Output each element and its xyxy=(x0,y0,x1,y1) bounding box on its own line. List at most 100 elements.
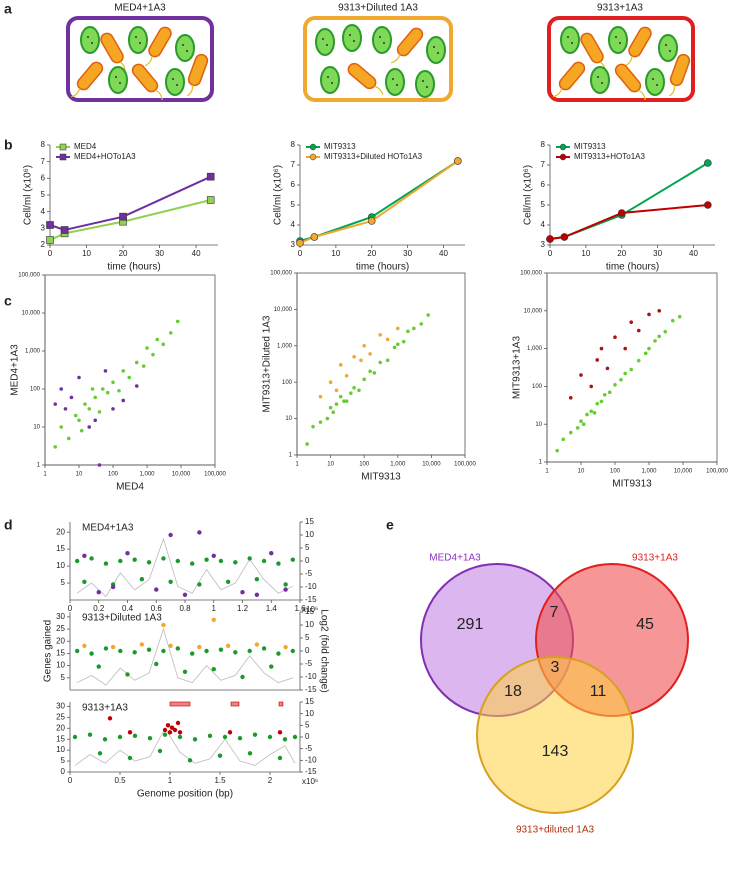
scatter-point xyxy=(670,318,675,323)
y2-tick-label: 15 xyxy=(305,607,314,616)
series-line xyxy=(49,175,212,232)
y-tick-label: 15 xyxy=(56,734,65,743)
scatter-point xyxy=(581,422,586,427)
scatter-point xyxy=(132,650,137,655)
x-axis-label: Genome position (bp) xyxy=(137,789,233,800)
series-line xyxy=(76,537,293,598)
scatter-point xyxy=(657,334,662,339)
scatter-point xyxy=(613,335,617,340)
x-tick-label: 100,000 xyxy=(204,472,226,478)
y2-tick-label: 5 xyxy=(305,633,310,642)
x-tick-label: 30 xyxy=(155,249,164,258)
scatter-point xyxy=(592,411,597,415)
y2-tick-label: 5 xyxy=(305,720,310,729)
scatter-point xyxy=(127,375,132,380)
y-tick-label: 1 xyxy=(289,453,293,459)
venn-count: 18 xyxy=(504,683,522,700)
scatter-point xyxy=(607,390,612,395)
panel-a: MED4+1A3 9313+Diluted 1A3 9313+1A3 xyxy=(66,3,695,105)
scatter-point xyxy=(211,617,216,622)
scatter-point xyxy=(602,392,607,397)
y-tick-label: 10 xyxy=(535,422,542,428)
legend-label: MIT9313 xyxy=(324,142,356,151)
x-tick-label: 10 xyxy=(331,249,340,258)
y-tick-label: 2 xyxy=(41,240,46,249)
y2-tick-label: -10 xyxy=(305,582,317,591)
x-tick-label: 100,000 xyxy=(454,462,476,468)
y-tick-label: 5 xyxy=(61,578,66,587)
x-axis-label: MED4 xyxy=(116,482,144,493)
scatter-point xyxy=(197,644,202,650)
y-tick-label: 1,000 xyxy=(25,349,41,355)
scatter-point xyxy=(53,445,58,449)
x-tick-label: 40 xyxy=(689,249,698,258)
y-tick-label: 5 xyxy=(61,756,66,765)
scatter-point xyxy=(121,369,126,373)
scatter-point xyxy=(79,428,84,433)
x-tick-label: 1,000 xyxy=(139,472,155,478)
y-axis-label: MIT9313+Diluted 1A3 xyxy=(262,315,273,412)
scatter-point xyxy=(368,369,372,374)
y2-tick-label: -5 xyxy=(305,569,313,578)
scatter-point xyxy=(134,384,139,388)
track-title: 9313+Diluted 1A3 xyxy=(82,613,162,624)
scatter-point xyxy=(100,387,105,391)
x-axis-label: MIT9313 xyxy=(612,479,652,490)
scatter-point xyxy=(97,463,102,467)
legend-label: MIT9313 xyxy=(574,142,606,151)
x-tick-label: 100,000 xyxy=(706,469,728,475)
y-tick-label: 5 xyxy=(41,190,46,199)
x-tick-label: 10,000 xyxy=(172,472,191,478)
condition-title: MED4+1A3 xyxy=(114,3,166,14)
y-tick-label: 25 xyxy=(56,712,65,721)
x-tick-label: 1 xyxy=(212,604,217,613)
scatter-point xyxy=(127,755,133,761)
scatter-point xyxy=(225,579,231,584)
y-tick-label: 8 xyxy=(541,140,546,149)
venn-count: 7 xyxy=(550,604,559,621)
x-tick-label: 1 xyxy=(43,472,47,478)
y-tick-label: 30 xyxy=(56,612,65,621)
scatter-point xyxy=(334,402,339,406)
y2-axis-label: Log2 (fold change) xyxy=(318,609,329,692)
scatter-point xyxy=(175,319,180,324)
series-line xyxy=(299,160,459,242)
scatter-point xyxy=(579,373,583,377)
y-tick-label: 8 xyxy=(41,140,46,149)
scatter-point xyxy=(643,351,648,356)
scatter-point xyxy=(168,532,173,538)
y-axis-label: Cell/ml (x10⁶) xyxy=(273,165,284,225)
scatter-point xyxy=(338,394,343,399)
y2-tick-label: 10 xyxy=(305,709,314,718)
point-marker xyxy=(367,217,376,225)
scatter-point xyxy=(311,424,315,429)
scatter-point xyxy=(187,758,193,763)
scatter-point xyxy=(118,558,123,564)
scatter-point xyxy=(168,331,173,335)
legend-label: MIT9313+HOTo1A3 xyxy=(574,152,645,161)
x-tick-label: 2 xyxy=(268,776,273,785)
scatter-point xyxy=(105,390,110,395)
scatter-point xyxy=(359,358,363,363)
scatter-point xyxy=(66,436,71,441)
plot-frame xyxy=(44,274,216,466)
y-tick-label: 3 xyxy=(291,240,296,249)
y-tick-label: 3 xyxy=(541,240,546,249)
scatter-point xyxy=(154,587,159,592)
y-tick-label: 1 xyxy=(539,460,543,466)
point-marker xyxy=(296,239,304,247)
x-tick-label: 0.5 xyxy=(114,776,126,785)
scatter-point xyxy=(349,391,353,395)
y-tick-label: 4 xyxy=(291,220,296,229)
y2-tick-label: -10 xyxy=(305,672,317,681)
scatter-point xyxy=(59,425,64,429)
y-tick-label: 20 xyxy=(56,723,65,732)
scatter-point xyxy=(385,358,390,363)
scatter-point xyxy=(276,651,281,656)
x-tick-label: 10 xyxy=(76,472,83,478)
y2-tick-label: -15 xyxy=(305,685,317,694)
point-marker xyxy=(46,236,54,244)
scatter-point xyxy=(412,326,416,331)
scatter-point xyxy=(218,558,224,564)
